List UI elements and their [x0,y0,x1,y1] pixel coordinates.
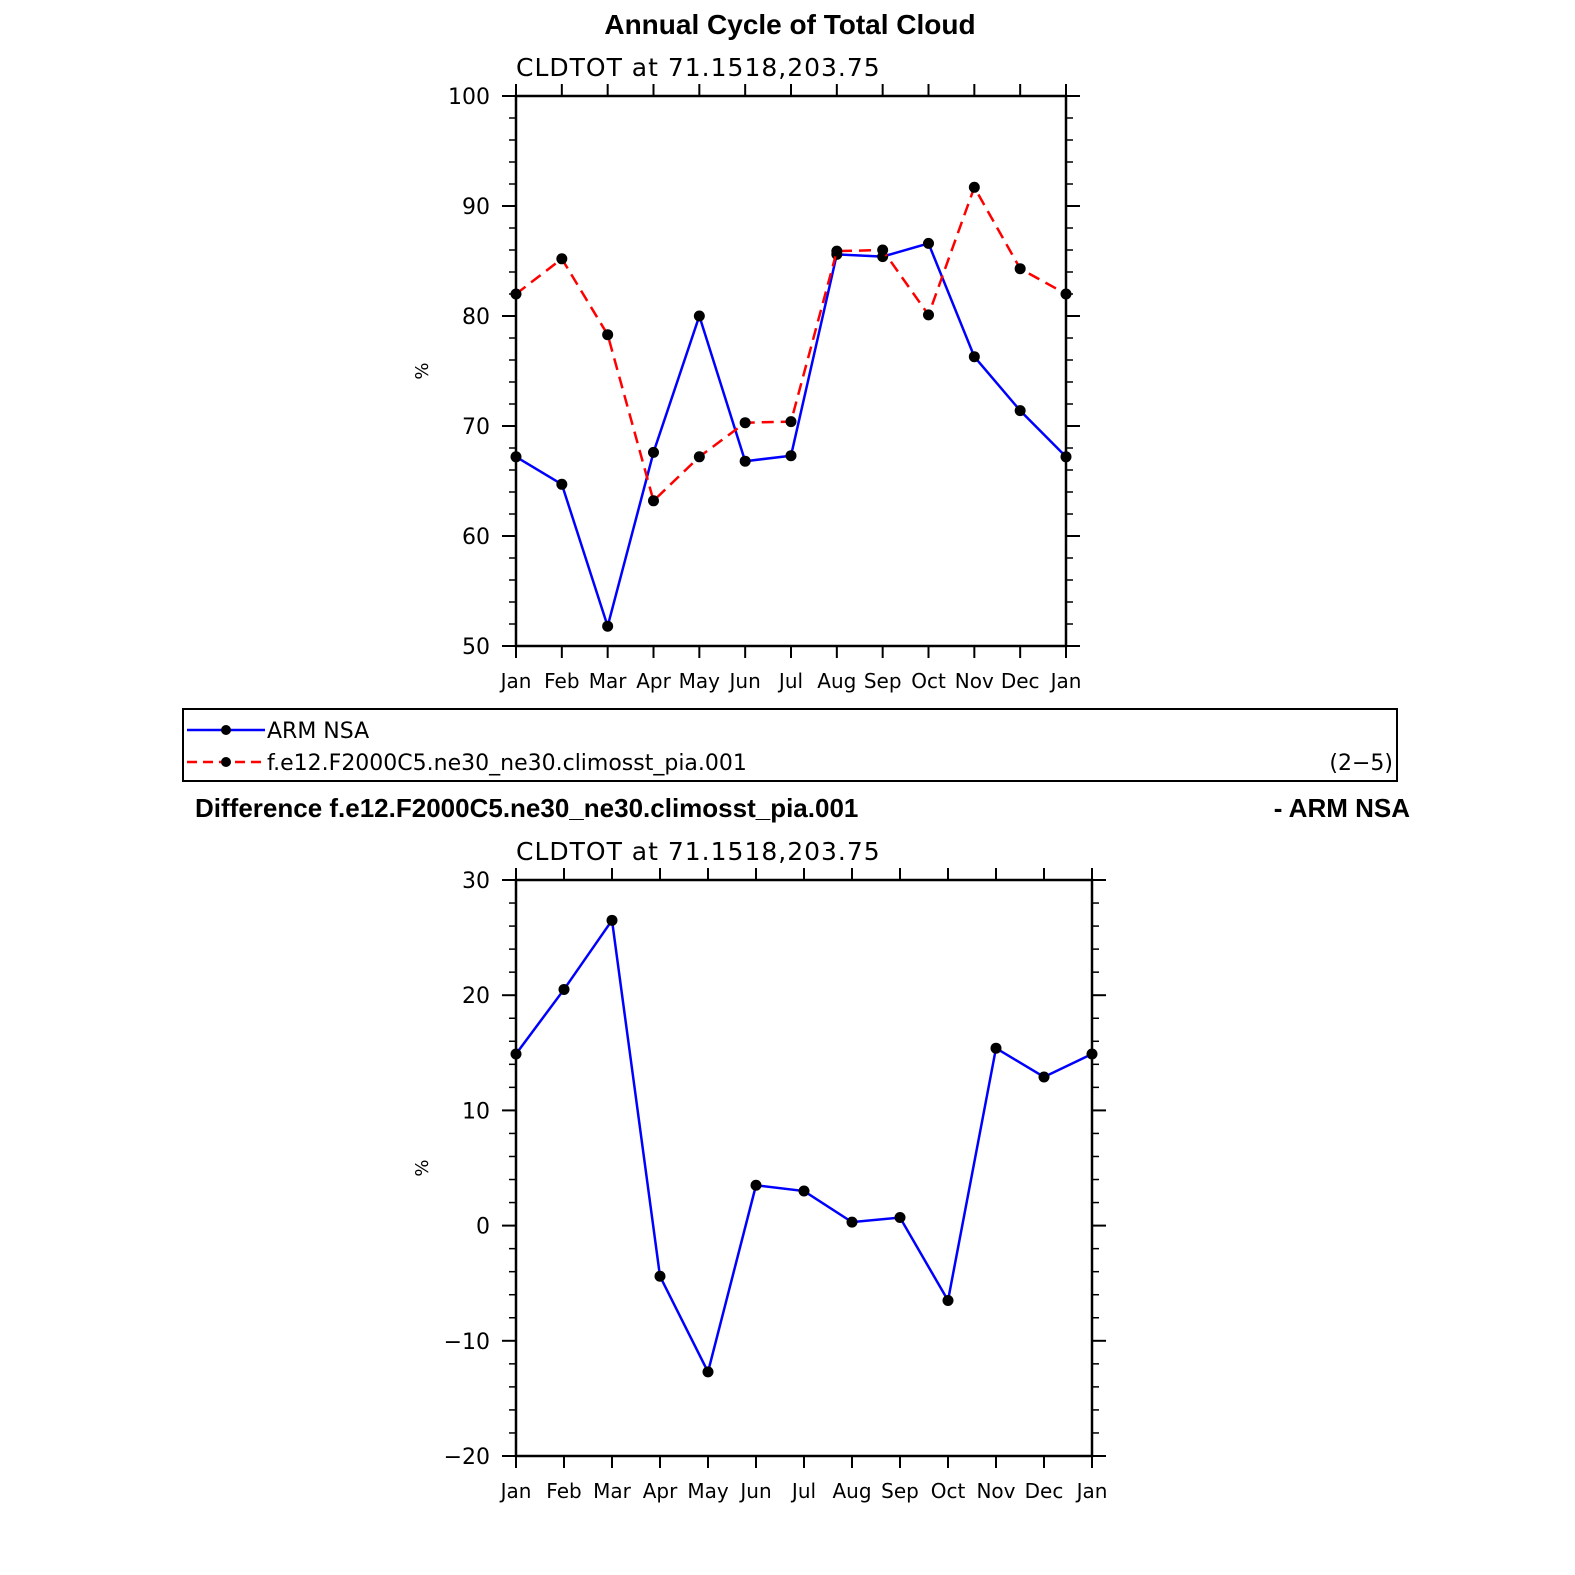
model-point-jun [739,417,751,429]
obs-point-nov [990,1042,1002,1054]
obs-point-jul [798,1185,810,1197]
obs-point-dec [1014,405,1026,417]
x-tick-label: Jan [1049,669,1082,693]
obs-point-jan [1086,1048,1098,1060]
x-tick-label: Jan [1075,1479,1108,1503]
y-tick-label: 0 [476,1215,490,1240]
y-tick-label: 60 [462,525,490,550]
plot-frame [514,94,1068,648]
top-chart-title: Annual Cycle of Total Cloud [604,9,975,40]
x-tick-label: Nov [976,1479,1015,1503]
obs-series-line [514,916,1093,1376]
x-tick-label: Aug [832,1479,871,1503]
y-tick-label: 70 [462,415,490,440]
model-point-apr [648,495,659,507]
difference-chart: CLDTOT at 71.1518,203.75 −20 −10 0 10 20 30 Jan… [412,837,1107,1503]
model-point-oct [923,309,934,321]
x-tick-label: Dec [1025,1479,1064,1503]
model-point-feb [556,253,568,265]
legend-model-marker [221,757,231,767]
y-tick-label: 20 [462,984,490,1009]
y-tick-label: 100 [448,85,490,110]
x-tick-label: Oct [931,1479,966,1503]
x-tick-label: Feb [544,669,579,693]
y-tick-label: 30 [462,869,490,894]
obs-point-apr [648,446,659,458]
panel-id-label: (2−5) [1329,751,1393,776]
x-tick-label: May [687,1479,729,1503]
obs-point-may [693,310,705,322]
y-axis-label: % [412,362,433,379]
model-point-mar [602,329,614,341]
obs-point-jan [1060,451,1072,463]
obs-point-apr [654,1270,666,1282]
chart-subtitle: CLDTOT at 71.1518,203.75 [516,53,881,82]
obs-point-dec [1038,1071,1050,1083]
model-point-aug [831,245,843,257]
difference-title-suffix: - ARM NSA [1274,793,1410,823]
x-tick-label: Mar [593,1479,632,1503]
obs-point-oct [923,237,934,249]
obs-point-jun [739,455,751,467]
x-tick-label: Jan [499,669,532,693]
obs-point-mar [606,914,618,926]
legend: ARM NSA f.e12.F2000C5.ne30_ne30.climosst… [182,708,1398,782]
x-tick-label: Dec [1001,669,1040,693]
y-tick-label: 10 [462,1099,490,1124]
plot-frame [514,878,1094,1458]
legend-obs-label: ARM NSA [267,719,369,744]
y-axis-label: % [412,1159,433,1176]
difference-title: Difference f.e12.F2000C5.ne30_ne30.climo… [195,793,858,823]
x-tick-label: Jul [777,669,803,693]
obs-series-line [515,241,1067,631]
legend-box [182,708,1398,782]
legend-model-label: f.e12.F2000C5.ne30_ne30.climosst_pia.001 [267,751,747,776]
annual-cycle-chart: CLDTOT at 71.1518,203.75 50 60 70 80 90 100 Jan… [412,53,1081,693]
model-point-sep [877,244,889,256]
x-tick-label: Apr [636,669,671,693]
obs-point-jan [510,451,522,463]
obs-point-oct [942,1294,954,1306]
x-tick-label: Apr [643,1479,678,1503]
obs-point-may [702,1366,714,1378]
x-tick-label: Nov [955,669,994,693]
obs-point-aug [846,1216,858,1228]
obs-point-nov [968,351,980,363]
model-point-may [693,451,705,463]
x-tick-label: Jun [728,669,761,693]
x-tick-label: Jan [499,1479,532,1503]
y-tick-label: 90 [462,195,490,220]
obs-point-jul [785,450,797,462]
y-tick-label: −10 [444,1330,490,1355]
x-tick-label: Jun [738,1479,771,1503]
x-tick-label: Mar [589,669,628,693]
model-point-jan [510,288,522,300]
chart-subtitle: CLDTOT at 71.1518,203.75 [516,837,881,866]
x-tick-label: Jul [790,1479,816,1503]
legend-obs-marker [221,725,231,735]
obs-point-feb [556,478,568,490]
x-tick-label: Sep [881,1479,919,1503]
x-tick-label: Aug [817,669,856,693]
model-point-nov [968,181,980,193]
obs-point-sep [894,1212,906,1224]
x-tick-label: Feb [546,1479,581,1503]
y-tick-label: −20 [444,1445,490,1470]
x-tick-label: May [679,669,721,693]
y-tick-label: 50 [462,635,490,660]
y-tick-label: 80 [462,305,490,330]
x-tick-label: Sep [864,669,902,693]
x-tick-label: Oct [911,669,946,693]
obs-point-jun [750,1179,762,1191]
obs-point-jan [510,1048,522,1060]
obs-point-feb [558,983,570,995]
model-point-jan [1060,288,1072,300]
model-point-dec [1014,263,1026,275]
model-point-jul [785,416,797,428]
obs-point-mar [602,620,614,632]
